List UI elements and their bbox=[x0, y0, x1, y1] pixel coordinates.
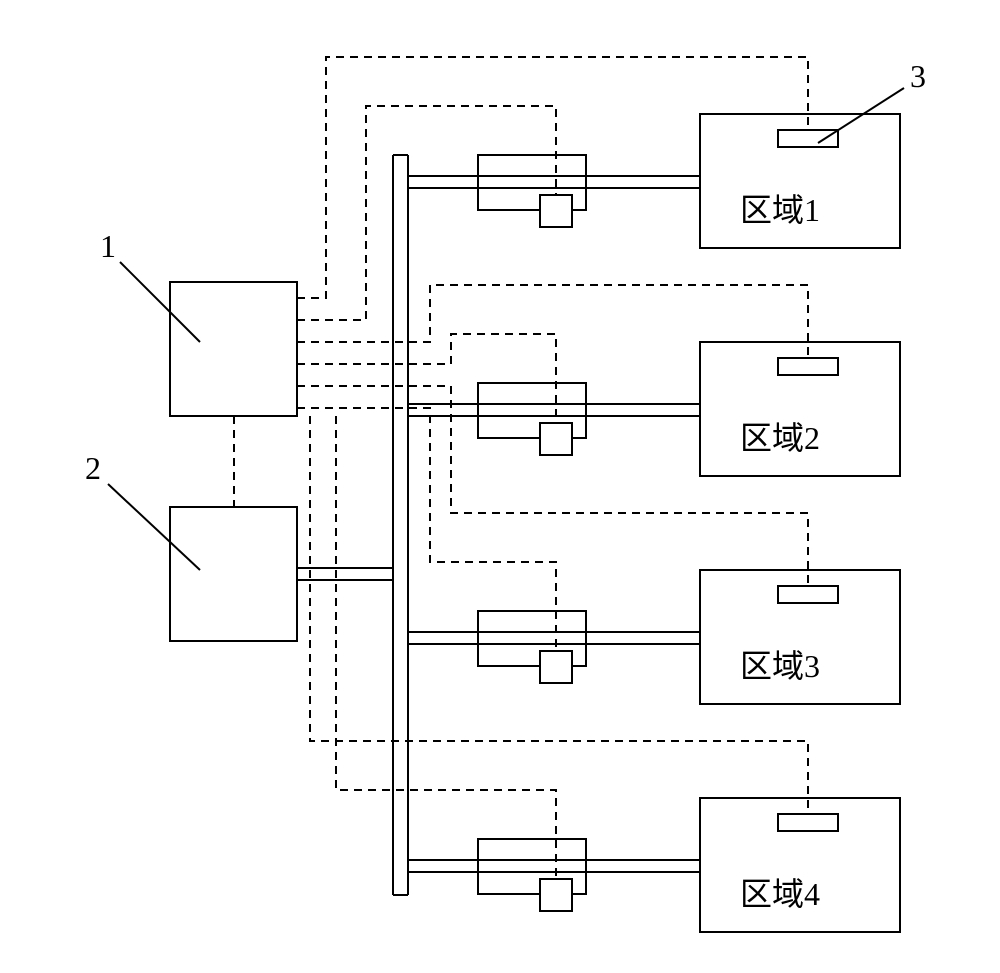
callout-3: 3 bbox=[910, 58, 926, 95]
callout-1: 1 bbox=[100, 228, 116, 265]
zone-2-label: 区域2 bbox=[740, 413, 820, 459]
valve-4 bbox=[478, 839, 586, 911]
feed-pipe bbox=[297, 568, 393, 580]
callout-2: 2 bbox=[85, 450, 101, 487]
valve-3 bbox=[478, 611, 586, 683]
diagram-svg bbox=[0, 0, 1000, 973]
controller-2-block bbox=[170, 507, 297, 641]
main-pipe bbox=[393, 155, 408, 895]
zone-3-label: 区域3 bbox=[740, 641, 820, 687]
valve-1 bbox=[478, 155, 586, 227]
valve-2 bbox=[478, 383, 586, 455]
zone-1-label: 区域1 bbox=[740, 185, 820, 231]
zone-4-label: 区域4 bbox=[740, 869, 820, 915]
controller-1-block bbox=[170, 282, 297, 416]
